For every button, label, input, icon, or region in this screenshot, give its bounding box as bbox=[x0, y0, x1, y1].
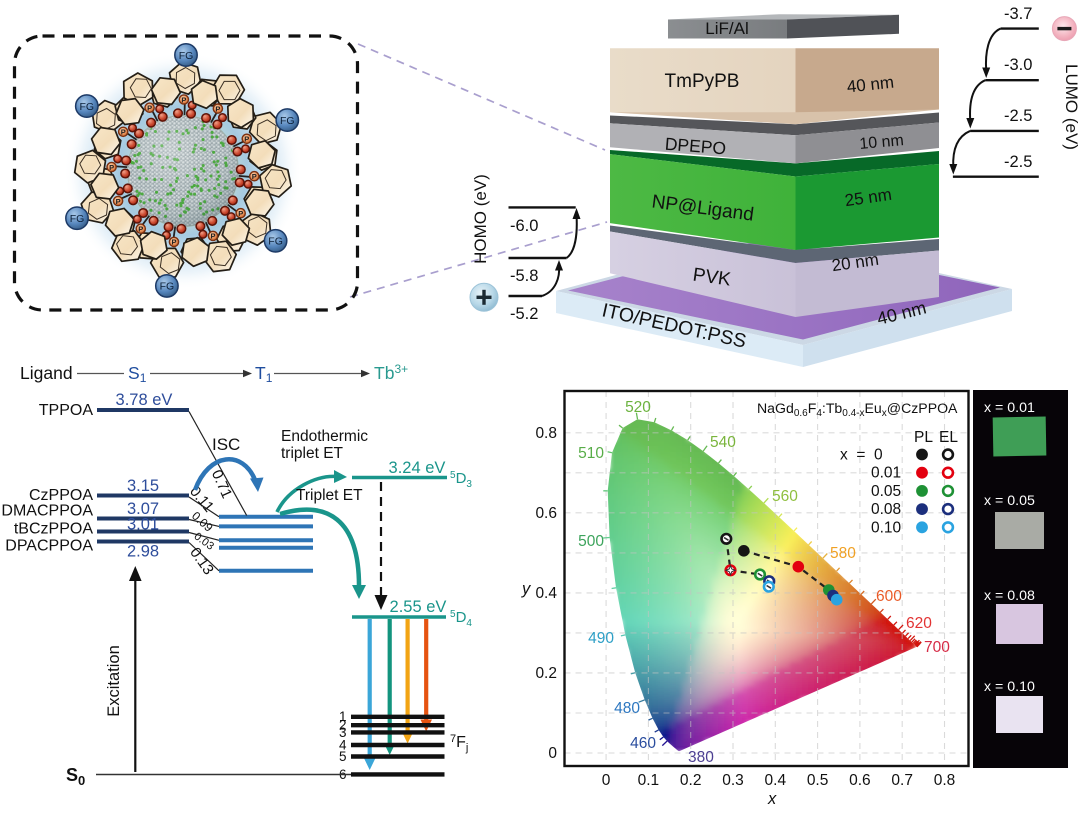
svg-text:5D3: 5D3 bbox=[450, 470, 472, 490]
svg-text:DMACPPOA: DMACPPOA bbox=[1, 503, 93, 520]
svg-text:x = 0: x = 0 bbox=[840, 447, 883, 464]
svg-text:0.6: 0.6 bbox=[849, 772, 871, 789]
svg-text:Excitation: Excitation bbox=[105, 645, 123, 717]
svg-text:LiF/Al: LiF/Al bbox=[705, 19, 748, 38]
svg-text:CzPPOA: CzPPOA bbox=[29, 487, 93, 504]
svg-text:0.10: 0.10 bbox=[871, 519, 902, 536]
svg-text:480: 480 bbox=[614, 700, 640, 717]
svg-text:0.2: 0.2 bbox=[680, 772, 702, 789]
svg-text:P: P bbox=[116, 197, 121, 206]
svg-text:FG: FG bbox=[160, 281, 175, 293]
svg-text:ISC: ISC bbox=[212, 435, 240, 454]
svg-text:NaGd0.6F4:Tb0.4-xEux@CzPPOA: NaGd0.6F4:Tb0.4-xEux@CzPPOA bbox=[757, 400, 958, 419]
svg-text:P: P bbox=[210, 232, 215, 241]
svg-text:tBCzPPOA: tBCzPPOA bbox=[14, 521, 93, 538]
svg-text:600: 600 bbox=[876, 588, 902, 605]
svg-text:-2.5: -2.5 bbox=[1004, 153, 1032, 171]
svg-text:Ligand: Ligand bbox=[20, 363, 73, 383]
svg-text:3.01: 3.01 bbox=[127, 516, 159, 534]
svg-text:-5.8: -5.8 bbox=[510, 267, 538, 285]
svg-text:5: 5 bbox=[339, 749, 347, 764]
svg-text:y: y bbox=[521, 580, 532, 598]
svg-text:0.08: 0.08 bbox=[871, 501, 901, 518]
svg-text:560: 560 bbox=[772, 488, 798, 505]
svg-text:x = 0.05: x = 0.05 bbox=[984, 493, 1035, 509]
svg-text:2.98: 2.98 bbox=[127, 543, 159, 561]
svg-text:P: P bbox=[147, 104, 152, 113]
svg-text:10 nm: 10 nm bbox=[859, 132, 905, 153]
svg-text:580: 580 bbox=[830, 545, 856, 562]
svg-text:FG: FG bbox=[179, 50, 194, 62]
svg-text:0.3: 0.3 bbox=[722, 772, 744, 789]
svg-text:DPACPPOA: DPACPPOA bbox=[5, 538, 93, 555]
svg-text:3.24 eV: 3.24 eV bbox=[389, 459, 446, 477]
svg-text:FG: FG bbox=[268, 236, 283, 248]
svg-text:2.55 eV: 2.55 eV bbox=[390, 598, 447, 616]
svg-text:7Fj: 7Fj bbox=[450, 733, 468, 754]
svg-text:0.1: 0.1 bbox=[638, 772, 660, 789]
svg-text:540: 540 bbox=[710, 434, 736, 451]
svg-text:4: 4 bbox=[339, 738, 347, 753]
svg-text:0: 0 bbox=[548, 745, 557, 762]
svg-text:2: 2 bbox=[339, 718, 347, 733]
svg-text:0.4: 0.4 bbox=[765, 772, 787, 789]
svg-text:-6.0: -6.0 bbox=[510, 217, 538, 235]
svg-text:Endothermic: Endothermic bbox=[281, 428, 368, 445]
svg-text:P: P bbox=[244, 135, 249, 144]
svg-text:P: P bbox=[121, 128, 126, 137]
svg-text:0: 0 bbox=[602, 772, 611, 789]
svg-text:Triplet ET: Triplet ET bbox=[296, 487, 363, 504]
svg-text:FG: FG bbox=[70, 213, 85, 225]
svg-text:0.2: 0.2 bbox=[535, 665, 557, 682]
svg-text:P: P bbox=[181, 95, 186, 104]
svg-text:510: 510 bbox=[578, 445, 604, 462]
svg-text:700: 700 bbox=[924, 639, 950, 656]
svg-text:TPPOA: TPPOA bbox=[39, 402, 94, 419]
svg-text:0.8: 0.8 bbox=[535, 425, 557, 442]
svg-text:P: P bbox=[252, 172, 257, 181]
svg-text:HOMO (eV): HOMO (eV) bbox=[471, 174, 490, 264]
svg-text:P: P bbox=[215, 104, 220, 113]
svg-text:380: 380 bbox=[688, 749, 714, 766]
svg-text:-3.7: -3.7 bbox=[1004, 5, 1032, 23]
svg-text:PL: PL bbox=[914, 429, 933, 446]
svg-text:-3.0: -3.0 bbox=[1004, 56, 1032, 74]
svg-text:490: 490 bbox=[588, 630, 614, 647]
svg-text:x = 0.08: x = 0.08 bbox=[984, 588, 1035, 604]
svg-text:0.05: 0.05 bbox=[871, 483, 901, 500]
svg-text:EL: EL bbox=[939, 429, 958, 446]
svg-text:TmPyPB: TmPyPB bbox=[665, 71, 740, 92]
svg-text:500: 500 bbox=[578, 533, 604, 550]
svg-text:40 nm: 40 nm bbox=[846, 73, 895, 97]
svg-text:LUMO (eV): LUMO (eV) bbox=[1062, 64, 1080, 150]
svg-text:FG: FG bbox=[80, 101, 95, 113]
svg-text:x: x bbox=[767, 790, 777, 808]
svg-text:1: 1 bbox=[339, 709, 347, 724]
svg-text:460: 460 bbox=[630, 735, 656, 752]
svg-text:3: 3 bbox=[339, 725, 347, 740]
svg-text:0.7: 0.7 bbox=[891, 772, 913, 789]
svg-text:-2.5: -2.5 bbox=[1004, 107, 1032, 125]
svg-text:0.4: 0.4 bbox=[535, 585, 557, 602]
svg-text:P: P bbox=[238, 209, 243, 218]
svg-text:P: P bbox=[109, 163, 114, 172]
svg-text:3.07: 3.07 bbox=[127, 500, 159, 518]
svg-text:3.15: 3.15 bbox=[127, 477, 159, 495]
svg-text:0.6: 0.6 bbox=[535, 505, 557, 522]
svg-text:520: 520 bbox=[625, 399, 651, 416]
svg-text:0.8: 0.8 bbox=[934, 772, 956, 789]
svg-text:P: P bbox=[171, 238, 176, 247]
svg-text:x = 0.01: x = 0.01 bbox=[984, 400, 1035, 416]
svg-text:5D4: 5D4 bbox=[450, 609, 472, 629]
svg-text:-5.2: -5.2 bbox=[510, 305, 538, 323]
svg-text:3.78 eV: 3.78 eV bbox=[116, 391, 173, 409]
svg-text:P: P bbox=[138, 225, 143, 234]
svg-text:triplet ET: triplet ET bbox=[281, 445, 344, 462]
svg-text:x = 0.10: x = 0.10 bbox=[984, 679, 1035, 695]
svg-text:0.01: 0.01 bbox=[871, 465, 901, 482]
svg-text:0.5: 0.5 bbox=[807, 772, 829, 789]
svg-text:DPEPO: DPEPO bbox=[664, 134, 727, 159]
svg-text:FG: FG bbox=[280, 115, 295, 127]
svg-text:620: 620 bbox=[906, 615, 932, 632]
